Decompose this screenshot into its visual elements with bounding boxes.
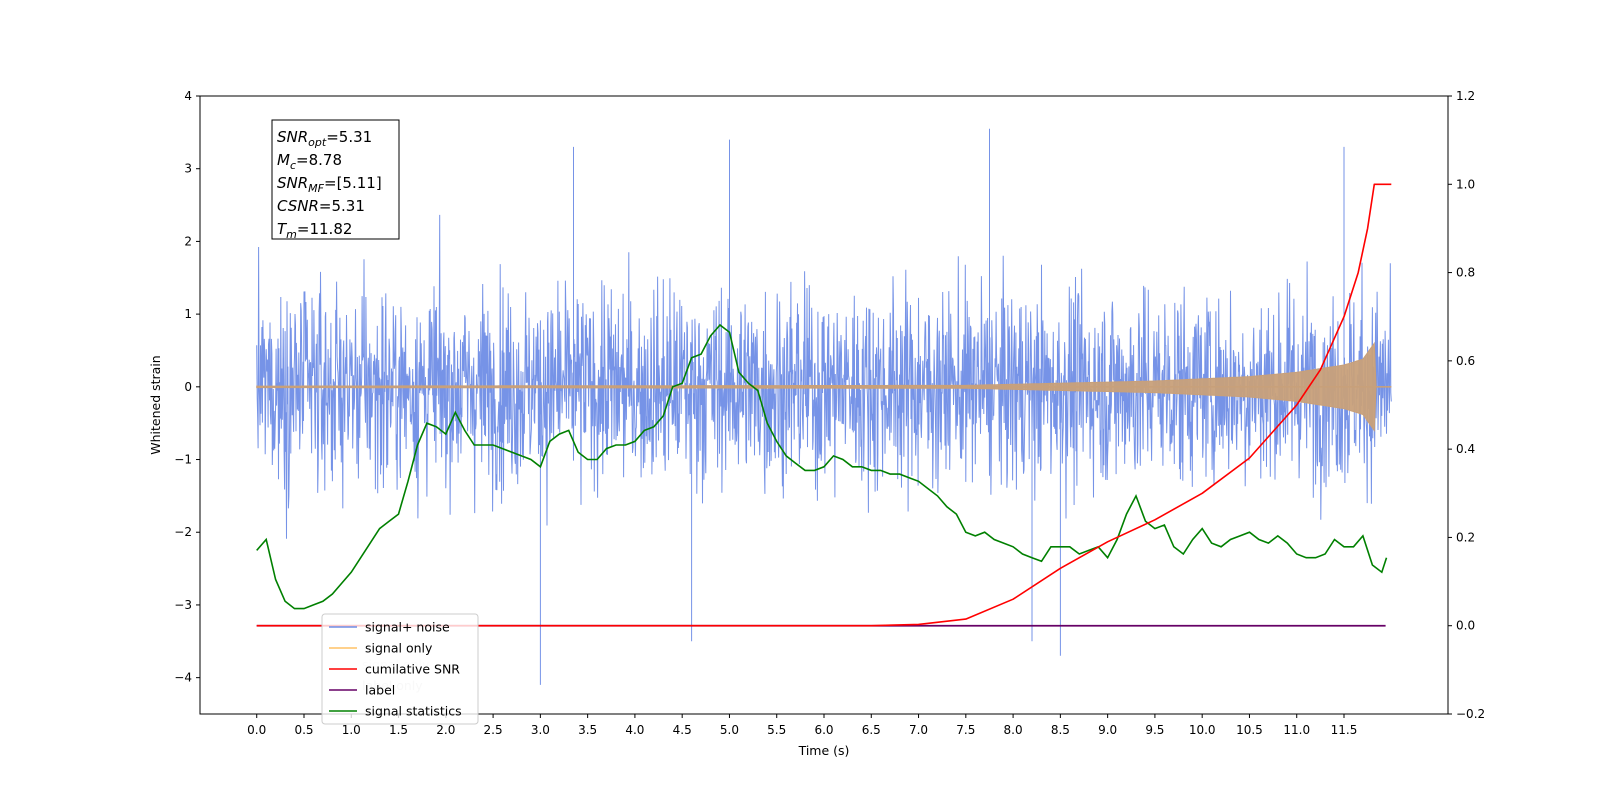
x-tick-label: 3.0 — [531, 723, 550, 737]
annotation-symbol: SNR — [277, 174, 308, 192]
annotation-line: Tm=11.82 — [277, 220, 352, 241]
y-tick-label-right: 0.2 — [1456, 530, 1475, 544]
legend: signal onlylabel onlysignal+ noisesignal… — [321, 613, 479, 725]
annotation-subscript: m — [286, 228, 297, 241]
x-tick-label: 1.5 — [389, 723, 408, 737]
legend-label: label — [365, 683, 395, 698]
annotation-symbol: CSNR — [277, 197, 319, 215]
y-tick-label-right: −0.2 — [1456, 707, 1485, 721]
legend-frame — [321, 613, 479, 725]
annotation-line: SNRopt=5.31 — [277, 128, 372, 149]
x-tick-label: 9.5 — [1145, 723, 1164, 737]
y-tick-label-left: −3 — [174, 598, 192, 612]
annotation-value: =11.82 — [297, 220, 353, 238]
y-tick-label-right: 0.6 — [1456, 354, 1475, 368]
x-tick-label: 5.5 — [767, 723, 786, 737]
y-tick-label-left: 1 — [184, 307, 192, 321]
x-tick-label: 8.0 — [1004, 723, 1023, 737]
y-tick-label-left: 3 — [184, 162, 192, 176]
annotation-line: Mc=8.78 — [277, 151, 342, 172]
series-cumulative-snr — [256, 183, 1392, 627]
x-tick-label: 10.0 — [1189, 723, 1216, 737]
y-tick-label-right: 1.2 — [1456, 89, 1475, 103]
legend-label: signal statistics — [365, 704, 462, 719]
x-tick-label: 4.5 — [673, 723, 692, 737]
annotation-subscript: MF — [308, 182, 324, 195]
x-axis: 0.0 0.5 1.0 1.5 2.0 2.5 3.0 3.5 4.0 4.5 5.0 5.5 6.0 6… — [247, 714, 1357, 737]
annotation-symbol: SNR — [277, 128, 308, 146]
y-tick-label-right: 1.0 — [1456, 177, 1475, 191]
x-tick-label: 6.5 — [862, 723, 881, 737]
y-axis-left: 4 3 2 1 0 −1 −2 −3 −4 — [174, 89, 200, 685]
y-tick-label-left: 0 — [184, 380, 192, 394]
annotation-value: =5.31 — [326, 128, 372, 146]
y-tick-label-left: 4 — [184, 89, 192, 103]
annotation-value: =[5.11] — [324, 174, 382, 192]
x-tick-label: 7.5 — [956, 723, 975, 737]
annotation-frame — [271, 119, 400, 240]
legend-label: signal+ noise — [365, 620, 450, 635]
annotation-symbol: M — [277, 151, 290, 169]
y-axis-label-left: Whitened strain — [148, 355, 163, 454]
y-axis-right: 1.2 1.0 0.8 0.6 0.4 0.2 0.0 −0.2 — [1448, 89, 1485, 721]
y-tick-label-right: 0.4 — [1456, 442, 1475, 456]
x-tick-label: 4.0 — [625, 723, 644, 737]
x-tick-label: 1.0 — [342, 723, 361, 737]
y-tick-label-right: 0.8 — [1456, 266, 1475, 280]
annotation-subscript: opt — [308, 136, 327, 149]
y-tick-label-left: −4 — [174, 671, 192, 685]
legend-label: signal only — [365, 641, 433, 656]
x-tick-label: 8.5 — [1051, 723, 1070, 737]
series-signal-statistics — [256, 323, 1388, 610]
y-tick-label-right: 0.0 — [1456, 619, 1475, 633]
x-tick-label: 3.5 — [578, 723, 597, 737]
y-tick-label-left: 2 — [184, 234, 192, 248]
x-tick-label: 0.5 — [294, 723, 313, 737]
annotation-symbol: T — [277, 220, 288, 238]
x-tick-label: 7.0 — [909, 723, 928, 737]
x-tick-label: 10.5 — [1236, 723, 1263, 737]
annotation-line: SNRMF=[5.11] — [277, 174, 382, 195]
y-tick-label-left: −2 — [174, 525, 192, 539]
x-tick-label: 2.0 — [436, 723, 455, 737]
y-tick-label-left: −1 — [174, 453, 192, 467]
series-signal-noise — [256, 128, 1392, 685]
legend-label: cumilative SNR — [365, 662, 460, 677]
x-tick-label: 11.0 — [1283, 723, 1310, 737]
x-tick-label: 6.0 — [814, 723, 833, 737]
annotation-line: CSNR=5.31 — [277, 197, 365, 215]
annotation-value: =5.31 — [319, 197, 365, 215]
x-axis-label: Time (s) — [798, 743, 850, 758]
annotation-box: SNRopt=5.31Mc=8.78SNRMF=[5.11]CSNR=5.31T… — [271, 119, 400, 241]
x-tick-label: 5.0 — [720, 723, 739, 737]
x-tick-label: 2.5 — [484, 723, 503, 737]
annotation-subscript: c — [290, 159, 296, 172]
series-layer — [256, 128, 1392, 685]
x-tick-label: 0.0 — [247, 723, 266, 737]
annotation-value: =8.78 — [296, 151, 342, 169]
x-tick-label: 11.5 — [1331, 723, 1358, 737]
x-tick-label: 9.0 — [1098, 723, 1117, 737]
